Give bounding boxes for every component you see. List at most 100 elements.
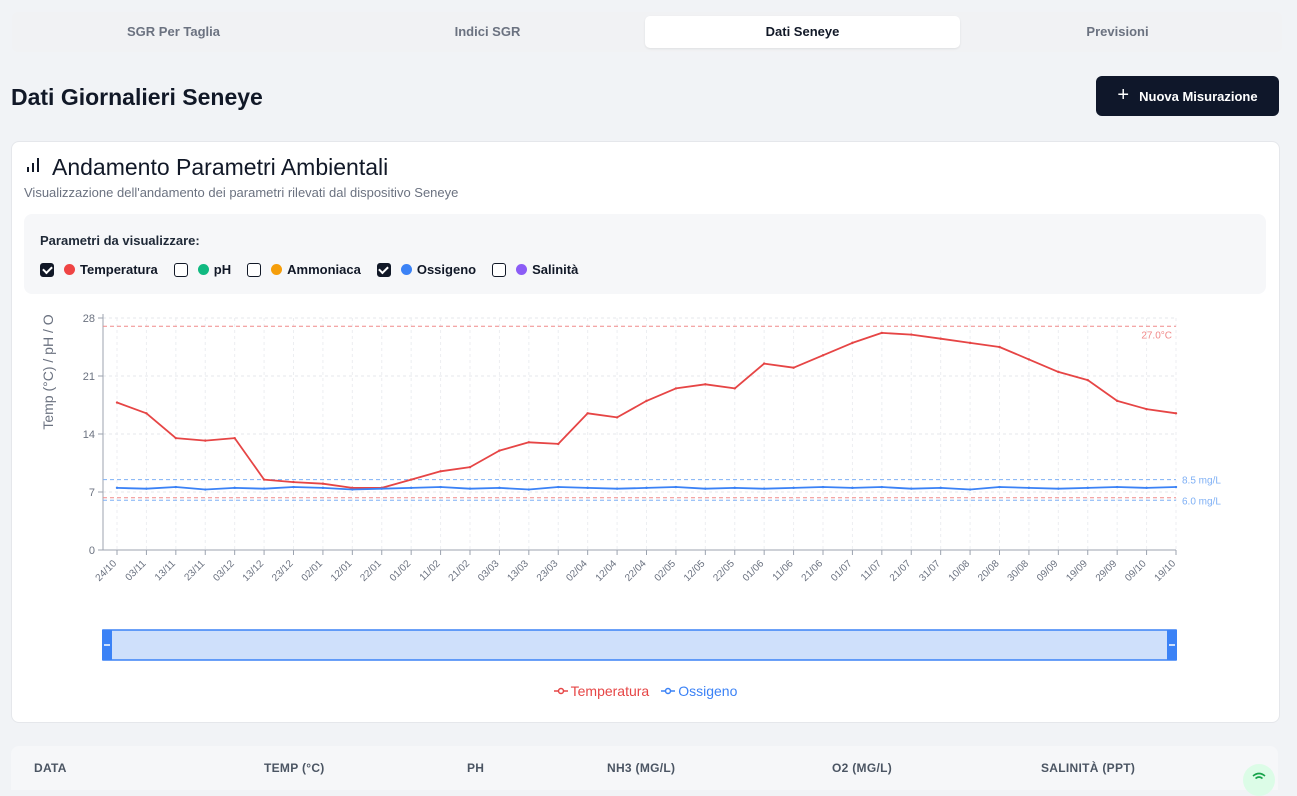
data-point-ossigeno	[527, 488, 531, 491]
data-point-ossigeno	[1145, 486, 1148, 490]
data-point-temperatura	[733, 387, 736, 390]
x-tick-label: 31/07	[917, 558, 943, 584]
x-tick-label: 11/06	[771, 558, 796, 583]
data-point-temperatura	[204, 439, 207, 442]
checkbox-ammoniaca[interactable]	[247, 262, 262, 277]
param-label-ossigeno: Ossigeno	[416, 262, 477, 277]
param-label-temperatura: Temperatura	[80, 262, 158, 277]
chart-legend: Temperatura Ossigeno	[12, 683, 1279, 699]
checkbox-salinita[interactable]	[492, 262, 507, 277]
y-tick-label: 7	[89, 487, 95, 499]
data-point-ossigeno	[939, 486, 942, 490]
legend-label-ossigeno: Ossigeno	[678, 683, 738, 699]
param-ossigeno[interactable]: Ossigeno	[376, 262, 477, 277]
data-point-temperatura	[1145, 407, 1148, 411]
data-point-ossigeno	[174, 485, 178, 489]
data-point-ossigeno	[1115, 485, 1119, 489]
x-tick-label: 03/12	[211, 558, 237, 584]
data-point-ossigeno	[1174, 485, 1178, 489]
data-point-temperatura	[351, 486, 354, 490]
param-salinita[interactable]: Salinità	[492, 262, 578, 277]
y-tick-label: 0	[89, 545, 95, 557]
data-point-ossigeno	[262, 487, 266, 490]
data-point-ossigeno	[351, 488, 354, 491]
x-tick-label: 22/04	[623, 558, 649, 584]
data-point-temperatura	[292, 480, 295, 484]
data-point-temperatura	[262, 478, 266, 481]
x-tick-label: 12/01	[329, 558, 355, 584]
data-point-temperatura	[468, 465, 472, 469]
column-header-o2: O2 (MG/L)	[832, 761, 893, 775]
data-point-temperatura	[115, 401, 119, 404]
x-tick-label: 12/04	[594, 558, 620, 584]
x-tick-label: 19/09	[1064, 558, 1090, 584]
y-tick-label: 14	[83, 429, 95, 441]
data-point-temperatura	[1086, 378, 1089, 382]
x-tick-label: 23/11	[182, 558, 207, 583]
x-tick-label: 01/02	[388, 558, 414, 584]
param-ammoniaca[interactable]: Ammoniaca	[247, 262, 361, 277]
data-point-ossigeno	[498, 486, 501, 490]
tab-indici-sgr[interactable]: Indici SGR	[454, 24, 521, 39]
x-tick-label: 10/08	[947, 558, 973, 584]
data-point-temperatura	[674, 387, 678, 390]
param-ph[interactable]: pH	[173, 262, 232, 277]
x-tick-label: 01/07	[829, 558, 855, 584]
plus-icon: +	[1117, 84, 1130, 106]
wifi-icon	[1252, 772, 1266, 780]
data-point-ossigeno	[880, 485, 884, 489]
data-point-ossigeno	[292, 485, 295, 489]
data-point-temperatura	[557, 442, 560, 446]
legend-item-ossigeno[interactable]: Ossigeno	[661, 683, 737, 699]
data-point-ossigeno	[762, 487, 766, 490]
tab-sgr-per-taglia[interactable]: SGR Per Taglia	[127, 24, 220, 39]
wifi-status-badge[interactable]	[1243, 764, 1275, 796]
column-header-ph: PH	[467, 761, 485, 775]
checkbox-ph[interactable]	[173, 262, 188, 277]
checkbox-ossigeno[interactable]	[376, 262, 391, 277]
new-measurement-label: Nuova Misurazione	[1139, 88, 1258, 104]
data-point-temperatura	[880, 331, 884, 335]
data-point-ossigeno	[439, 485, 442, 489]
data-point-ossigeno	[910, 487, 913, 490]
x-tick-label: 11/02	[418, 558, 443, 583]
new-measurement-button[interactable]: + Nuova Misurazione	[1096, 76, 1279, 116]
data-point-temperatura	[174, 436, 178, 440]
data-point-ossigeno	[704, 487, 707, 490]
param-label-ph: pH	[213, 262, 232, 277]
data-point-ossigeno	[968, 488, 972, 491]
color-dot-ammoniaca	[271, 264, 283, 275]
data-point-temperatura	[145, 412, 148, 415]
data-point-ossigeno	[204, 488, 207, 491]
data-point-ossigeno	[821, 485, 825, 489]
data-point-ossigeno	[557, 485, 560, 489]
tab-bar: SGR Per Taglia Indici SGR Dati Seneye Pr…	[12, 12, 1282, 52]
checkbox-temperatura[interactable]	[40, 262, 54, 277]
column-header-salinita: SALINITÀ (PPT)	[1041, 761, 1136, 775]
tab-previsioni[interactable]: Previsioni	[1086, 24, 1149, 39]
data-point-ossigeno	[674, 485, 678, 489]
data-point-temperatura	[498, 449, 501, 452]
param-temperatura[interactable]: Temperatura	[40, 262, 158, 277]
data-point-temperatura	[1057, 370, 1060, 374]
reference-line-label: 27.0°C	[1141, 330, 1172, 341]
data-point-ossigeno	[792, 486, 795, 490]
data-point-temperatura	[1115, 399, 1119, 403]
y-tick-label: 28	[83, 313, 95, 325]
x-tick-label: 21/06	[800, 558, 826, 584]
x-tick-label: 23/03	[535, 558, 561, 584]
reference-line-label: 8.5 mg/L	[1182, 476, 1221, 487]
color-dot-ossigeno	[400, 264, 412, 275]
data-point-temperatura	[792, 366, 795, 369]
data-point-temperatura	[586, 412, 589, 415]
data-point-temperatura	[527, 441, 531, 444]
data-point-temperatura	[968, 341, 972, 345]
range-brush[interactable]	[102, 629, 1177, 661]
data-point-temperatura	[1027, 358, 1031, 361]
parameter-filters: Parametri da visualizzare: Temperatura p…	[24, 214, 1266, 294]
x-tick-label: 23/12	[270, 558, 296, 584]
legend-item-temperatura[interactable]: Temperatura	[553, 683, 649, 699]
data-point-ossigeno	[645, 486, 648, 490]
x-tick-label: 13/11	[153, 558, 178, 583]
tab-dati-seneye[interactable]: Dati Seneye	[645, 16, 960, 48]
